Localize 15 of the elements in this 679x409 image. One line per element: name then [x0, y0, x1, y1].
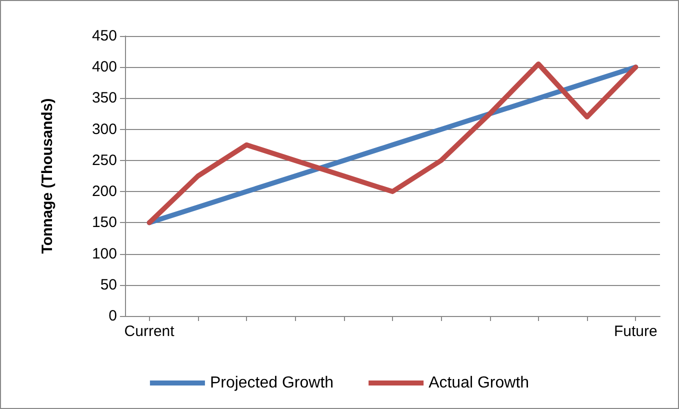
legend-label: Projected Growth [210, 374, 334, 392]
y-tick-label: 350 [92, 90, 117, 107]
y-tick-label: 400 [92, 58, 117, 76]
x-tick-label: Future [614, 323, 658, 340]
y-tick-label: 450 [92, 28, 117, 44]
x-tick-label: Current [124, 323, 176, 340]
y-tick-label: 300 [92, 120, 117, 138]
y-tick-label: 200 [92, 183, 117, 200]
y-axis-title: Tonnage (Thousands) [39, 98, 56, 254]
y-tick-label: 150 [92, 214, 117, 232]
y-tick-label: 100 [92, 245, 117, 262]
y-tick-label: 50 [100, 276, 117, 294]
y-tick-label: 250 [92, 152, 117, 169]
legend-label: Actual Growth [428, 374, 530, 392]
y-tick-label: 0 [108, 308, 117, 324]
